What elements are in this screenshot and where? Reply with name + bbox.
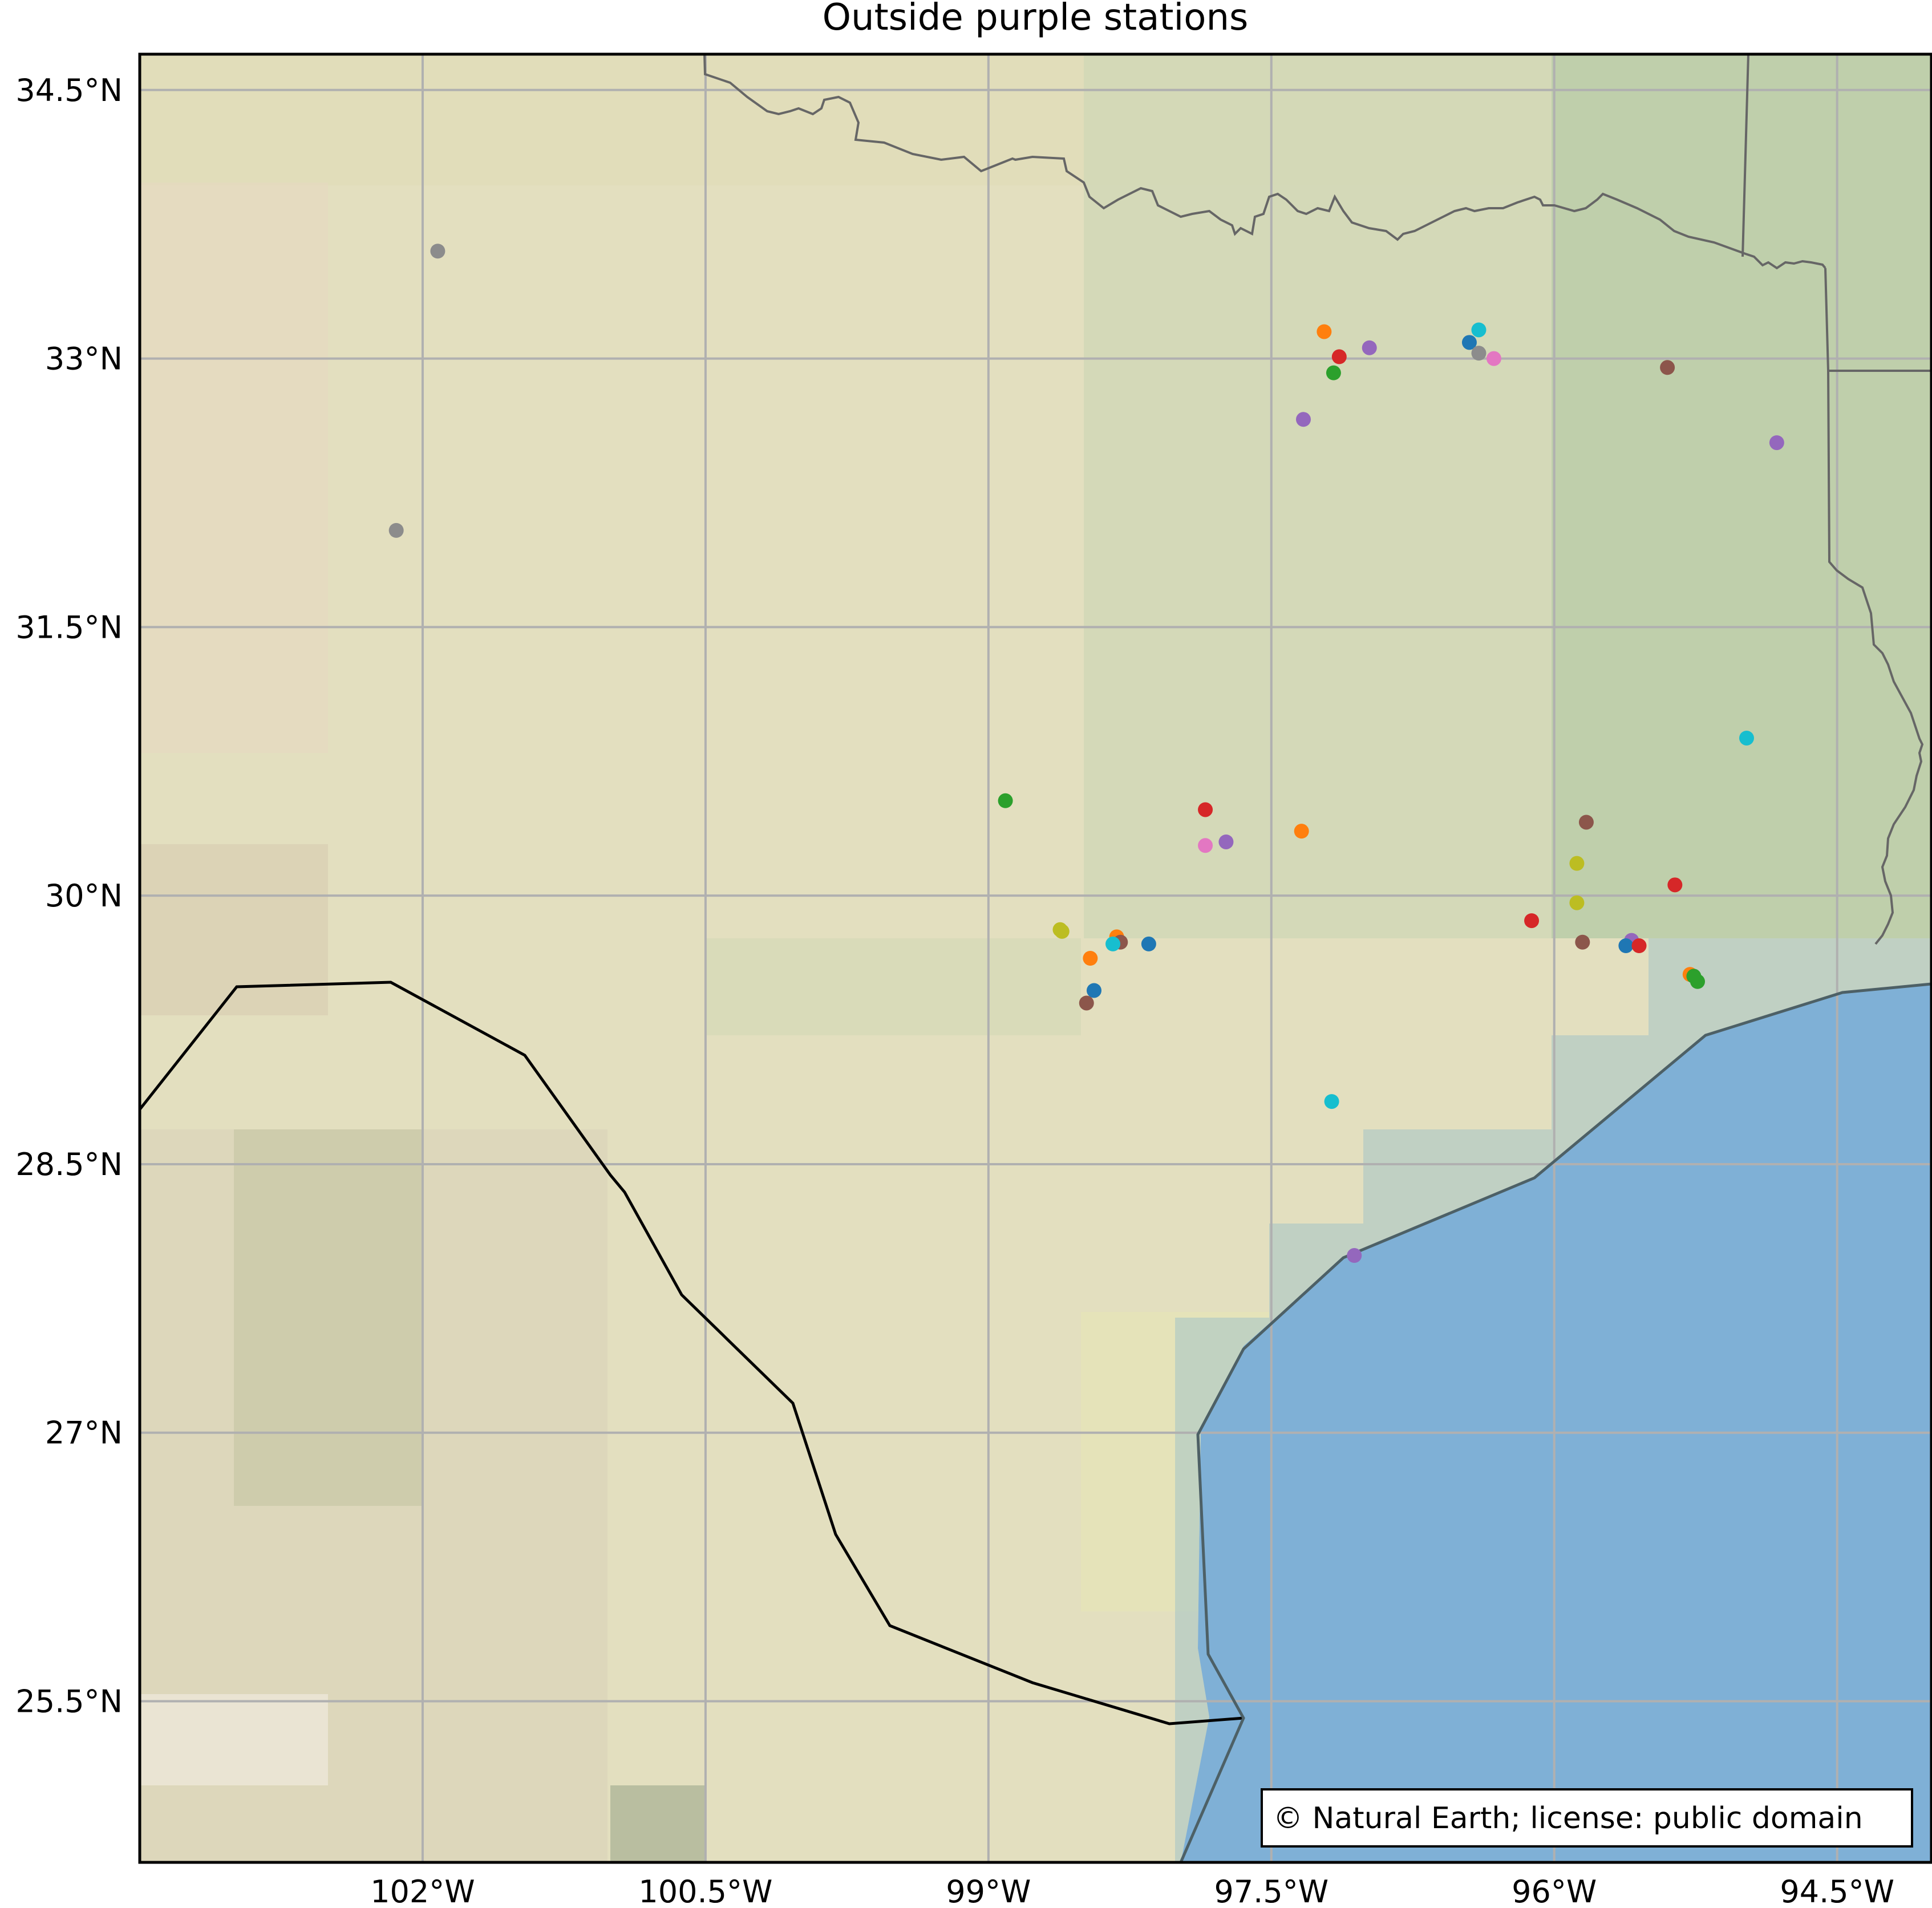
station-marker <box>1083 951 1098 966</box>
station-marker <box>1461 335 1477 350</box>
station-marker <box>1660 360 1675 375</box>
station-marker <box>1086 983 1101 998</box>
arkansas-louisiana-border <box>1741 54 1931 945</box>
shelf-tint <box>1175 938 1931 1862</box>
station-marker <box>1294 824 1309 839</box>
station-marker <box>1326 365 1341 380</box>
y-tick-labels: 34.5°N 33°N 31.5°N 30°N 28.5°N 27°N 25.5°N <box>15 72 123 1720</box>
map-frame <box>138 52 1932 1864</box>
x-tick-label: 97.5°W <box>1214 1874 1328 1908</box>
y-tick-label: 25.5°N <box>15 1684 123 1720</box>
station-marker <box>1347 1248 1362 1263</box>
x-tick-label: 102°W <box>370 1874 475 1908</box>
station-marker <box>1218 834 1234 849</box>
station-marker <box>1667 877 1683 893</box>
station-marker <box>1471 346 1487 361</box>
terrain-patch <box>140 1694 328 1785</box>
station-points <box>388 244 1784 1263</box>
y-tick-label: 27°N <box>45 1415 123 1451</box>
y-tick-label: 33°N <box>45 341 123 377</box>
station-marker <box>1331 349 1347 364</box>
map-plot-area <box>140 54 1931 1862</box>
terrain-patch <box>1552 54 1931 938</box>
y-tick-label: 31.5°N <box>15 609 123 645</box>
station-marker <box>1578 815 1594 830</box>
map-title: Outside purple stations <box>823 0 1249 39</box>
x-tick-label: 96°W <box>1512 1874 1597 1908</box>
gulf-ocean <box>1181 984 1931 1862</box>
station-marker <box>1079 995 1094 1011</box>
station-marker <box>1618 938 1634 954</box>
x-tick-label: 100.5°W <box>638 1874 772 1908</box>
station-marker <box>1295 412 1311 427</box>
station-marker <box>1486 351 1501 366</box>
station-marker <box>1471 322 1487 338</box>
station-marker <box>1141 936 1156 951</box>
station-marker <box>1769 435 1784 451</box>
station-marker <box>1317 324 1332 339</box>
station-marker <box>1524 913 1540 929</box>
y-tick-label: 30°N <box>45 878 123 914</box>
x-tick-label: 99°W <box>946 1874 1031 1908</box>
graticule <box>140 54 1931 1862</box>
station-marker <box>1198 802 1213 817</box>
attribution-text: © Natural Earth; license: public domain <box>1273 1801 1863 1836</box>
terrain-patch <box>140 844 328 1015</box>
station-marker <box>998 793 1013 808</box>
terrain-patch <box>704 938 1081 1035</box>
station-marker <box>1575 934 1590 950</box>
gulf-coastline <box>1179 982 1931 1862</box>
station-marker <box>388 522 404 538</box>
y-tick-label: 28.5°N <box>15 1147 123 1182</box>
station-marker <box>1054 923 1070 939</box>
station-marker <box>1198 838 1213 853</box>
station-marker <box>1569 895 1585 910</box>
station-marker <box>1362 340 1377 355</box>
station-marker <box>430 244 445 259</box>
station-marker <box>1631 938 1647 954</box>
x-tick-labels: 102°W 100.5°W 99°W 97.5°W 96°W 94.5°W <box>370 1874 1894 1908</box>
station-marker <box>1105 936 1121 951</box>
station-marker <box>1739 730 1754 746</box>
terrain-patch <box>234 1129 422 1506</box>
terrain-patch <box>610 1785 704 1862</box>
oklahoma-border <box>703 54 1826 270</box>
station-marker <box>1324 1094 1339 1109</box>
x-tick-label: 94.5°W <box>1780 1874 1894 1908</box>
terrain-patch <box>140 183 328 753</box>
station-marker <box>1690 974 1706 989</box>
attribution-box: © Natural Earth; license: public domain <box>1261 1788 1913 1848</box>
y-tick-label: 34.5°N <box>15 72 123 108</box>
mexico-border <box>140 981 1244 1725</box>
station-marker <box>1569 856 1585 871</box>
